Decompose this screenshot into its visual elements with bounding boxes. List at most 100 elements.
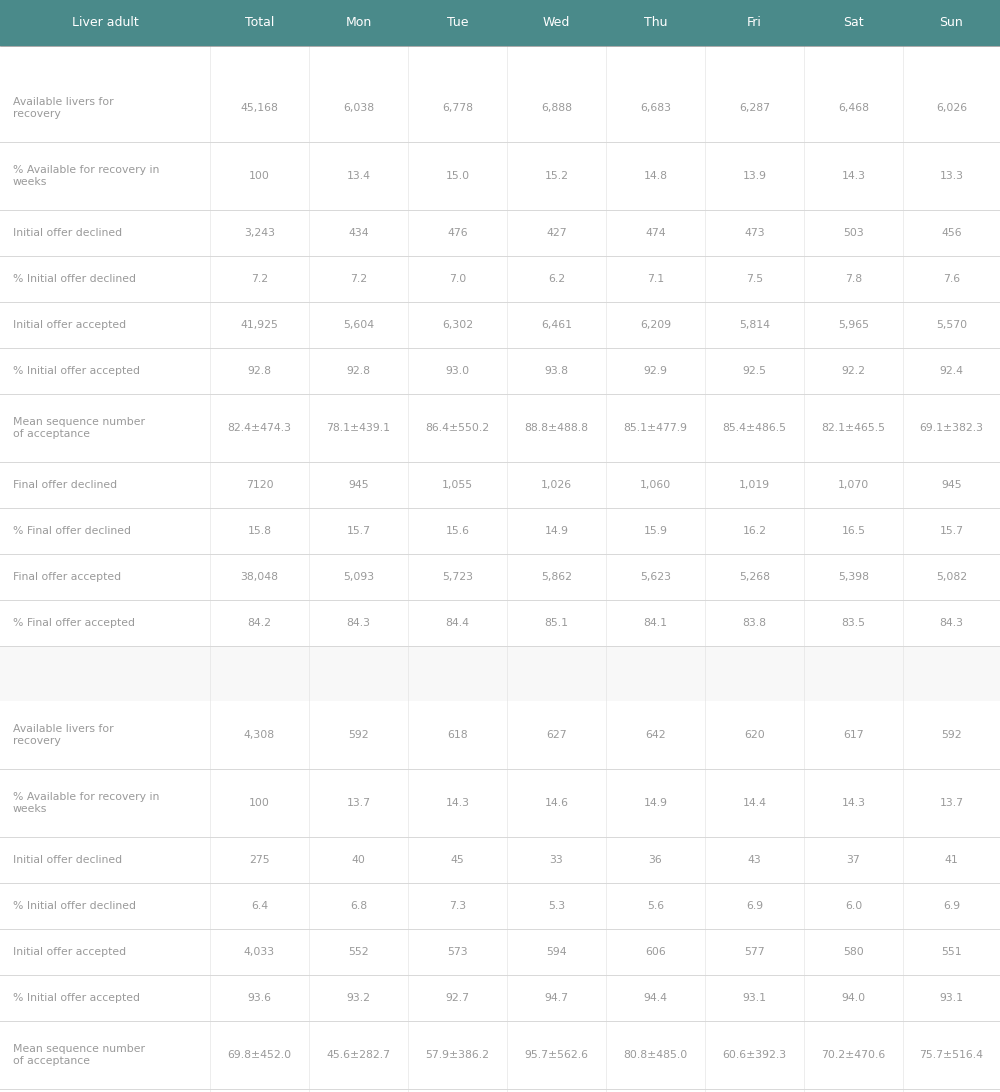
- Text: 84.1: 84.1: [644, 618, 668, 628]
- Text: Wed: Wed: [543, 16, 570, 29]
- Text: % Available for recovery in
weeks: % Available for recovery in weeks: [13, 165, 159, 187]
- Bar: [0, 142, 1000, 210]
- Text: Initial offer accepted: Initial offer accepted: [13, 320, 126, 330]
- Text: 93.1: 93.1: [742, 993, 767, 1002]
- Bar: [0, 929, 1000, 975]
- Text: 573: 573: [447, 947, 468, 957]
- Text: Mean sequence number
of acceptance: Mean sequence number of acceptance: [13, 417, 145, 439]
- Text: 617: 617: [843, 729, 864, 740]
- Text: 6,026: 6,026: [936, 103, 967, 112]
- Text: 6,302: 6,302: [442, 320, 473, 330]
- Text: 43: 43: [748, 855, 761, 865]
- Text: 551: 551: [941, 947, 962, 957]
- Text: 14.4: 14.4: [742, 798, 767, 808]
- Text: 15.7: 15.7: [347, 526, 370, 536]
- Bar: [0, 302, 1000, 348]
- Text: % Initial offer accepted: % Initial offer accepted: [13, 993, 140, 1002]
- Bar: [0, 394, 1000, 462]
- Text: 15.9: 15.9: [644, 526, 668, 536]
- Text: 94.0: 94.0: [841, 993, 866, 1002]
- Text: 503: 503: [843, 228, 864, 238]
- Text: 5,814: 5,814: [739, 320, 770, 330]
- Text: 3,243: 3,243: [244, 228, 275, 238]
- Text: 84.3: 84.3: [939, 618, 963, 628]
- Text: 620: 620: [744, 729, 765, 740]
- Text: 552: 552: [348, 947, 369, 957]
- Bar: [0, 646, 1000, 701]
- Text: 14.3: 14.3: [446, 798, 470, 808]
- Text: Sat: Sat: [843, 16, 864, 29]
- Text: 94.7: 94.7: [544, 993, 568, 1002]
- Text: 14.9: 14.9: [544, 526, 568, 536]
- Text: 93.1: 93.1: [939, 993, 963, 1002]
- Text: Fri: Fri: [747, 16, 762, 29]
- Text: 945: 945: [941, 480, 962, 490]
- Bar: [0, 701, 1000, 769]
- Text: 33: 33: [550, 855, 563, 865]
- Text: 456: 456: [941, 228, 962, 238]
- Bar: [0, 508, 1000, 554]
- Text: 1,055: 1,055: [442, 480, 473, 490]
- Text: Thu: Thu: [644, 16, 667, 29]
- Text: 92.7: 92.7: [446, 993, 470, 1002]
- Text: 83.5: 83.5: [841, 618, 865, 628]
- Text: 85.1±477.9: 85.1±477.9: [624, 423, 688, 434]
- Text: 6.4: 6.4: [251, 901, 268, 911]
- Text: 16.5: 16.5: [841, 526, 865, 536]
- Text: 474: 474: [645, 228, 666, 238]
- Text: 434: 434: [348, 228, 369, 238]
- Text: 15.2: 15.2: [544, 171, 568, 181]
- Text: 100: 100: [249, 171, 270, 181]
- Bar: [0, 1021, 1000, 1089]
- Text: 642: 642: [645, 729, 666, 740]
- Bar: [0, 883, 1000, 929]
- Text: 7.6: 7.6: [943, 274, 960, 284]
- Text: 93.6: 93.6: [248, 993, 272, 1002]
- Text: 4,033: 4,033: [244, 947, 275, 957]
- Text: 14.6: 14.6: [544, 798, 568, 808]
- Text: 5,723: 5,723: [442, 572, 473, 582]
- Text: 7.1: 7.1: [647, 274, 664, 284]
- Text: % Final offer declined: % Final offer declined: [13, 526, 131, 536]
- Text: 92.5: 92.5: [742, 366, 767, 376]
- Text: Total: Total: [245, 16, 274, 29]
- Text: Final offer accepted: Final offer accepted: [13, 572, 121, 582]
- Text: 84.2: 84.2: [248, 618, 272, 628]
- Text: 15.8: 15.8: [248, 526, 272, 536]
- Text: 100: 100: [249, 798, 270, 808]
- Text: 5,082: 5,082: [936, 572, 967, 582]
- Text: 92.4: 92.4: [939, 366, 963, 376]
- Bar: [0, 554, 1000, 600]
- Text: 1,070: 1,070: [838, 480, 869, 490]
- Text: 618: 618: [447, 729, 468, 740]
- Text: 427: 427: [546, 228, 567, 238]
- Text: 592: 592: [941, 729, 962, 740]
- Text: 7120: 7120: [246, 480, 273, 490]
- Text: 94.4: 94.4: [644, 993, 668, 1002]
- Text: 13.3: 13.3: [939, 171, 963, 181]
- Bar: [0, 1089, 1000, 1092]
- Text: % Initial offer accepted: % Initial offer accepted: [13, 366, 140, 376]
- Text: 577: 577: [744, 947, 765, 957]
- Text: 5,604: 5,604: [343, 320, 374, 330]
- Text: % Initial offer declined: % Initial offer declined: [13, 901, 136, 911]
- Text: 5,570: 5,570: [936, 320, 967, 330]
- Text: 5,268: 5,268: [739, 572, 770, 582]
- Text: 5,093: 5,093: [343, 572, 374, 582]
- Text: 5,965: 5,965: [838, 320, 869, 330]
- Text: 476: 476: [447, 228, 468, 238]
- Text: 84.3: 84.3: [347, 618, 370, 628]
- Text: 6.8: 6.8: [350, 901, 367, 911]
- Text: 41: 41: [945, 855, 958, 865]
- Text: 6,683: 6,683: [640, 103, 671, 112]
- Text: 6,038: 6,038: [343, 103, 374, 112]
- Text: 606: 606: [645, 947, 666, 957]
- Text: 75.7±516.4: 75.7±516.4: [919, 1051, 983, 1060]
- Text: 5,623: 5,623: [640, 572, 671, 582]
- Text: 15.6: 15.6: [446, 526, 470, 536]
- Text: 1,019: 1,019: [739, 480, 770, 490]
- Text: 5.6: 5.6: [647, 901, 664, 911]
- Text: 275: 275: [249, 855, 270, 865]
- Text: 6,209: 6,209: [640, 320, 671, 330]
- Text: 95.7±562.6: 95.7±562.6: [524, 1051, 588, 1060]
